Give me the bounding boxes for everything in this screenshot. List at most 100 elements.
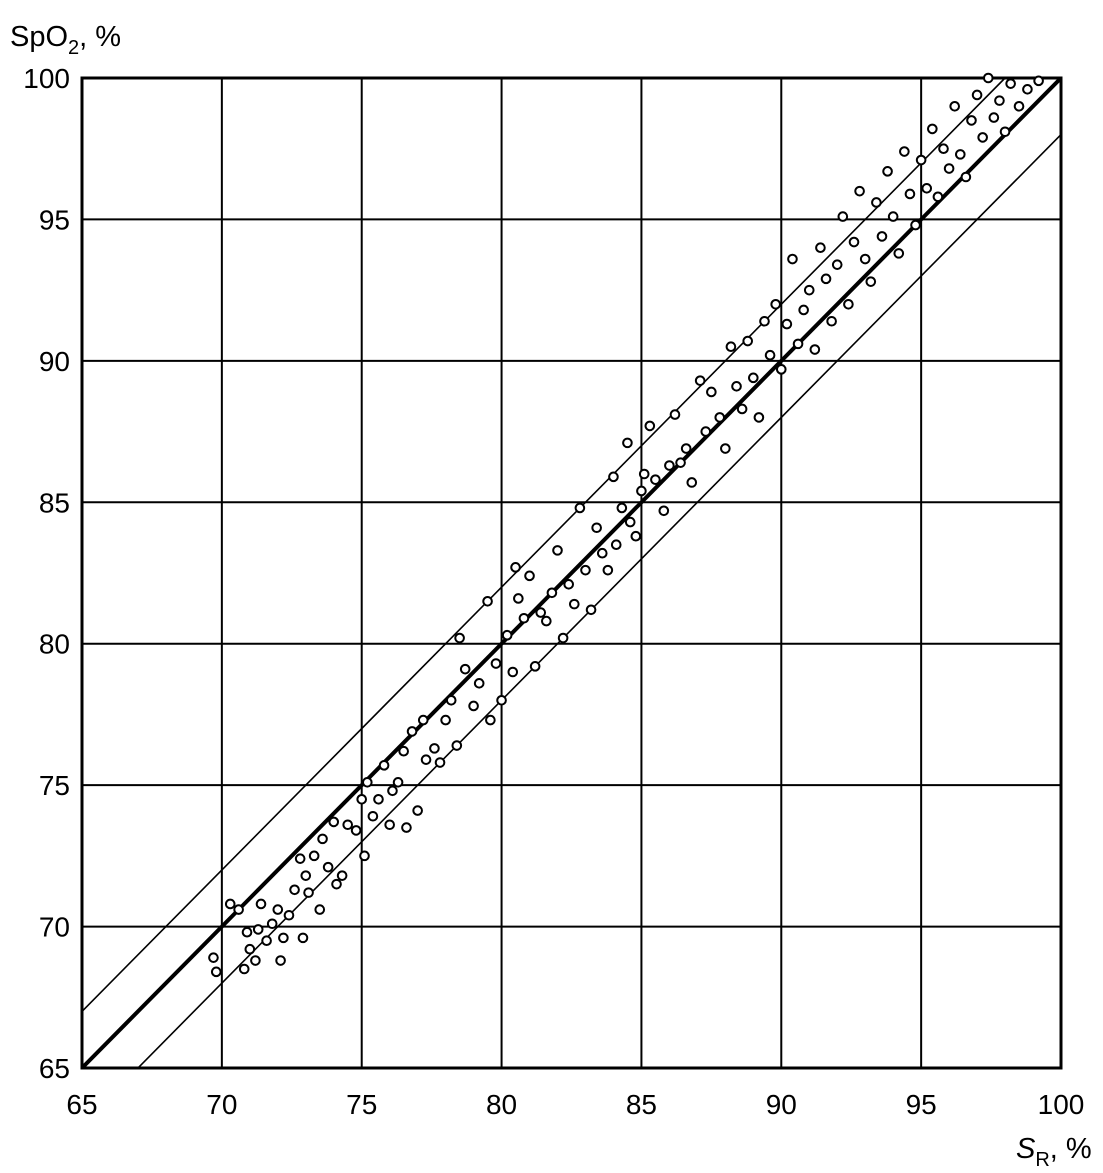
x-tick-labels: 65 70 75 80 85 90 95 100 [66, 1089, 1084, 1120]
data-point-139 [949, 100, 961, 112]
x-tick-label-6: 95 [906, 1089, 937, 1120]
data-point-43 [417, 714, 429, 726]
data-point-24 [322, 861, 334, 873]
data-point-148 [999, 126, 1011, 138]
data-point-101 [736, 403, 748, 415]
data-point-107 [770, 298, 781, 310]
data-point-65 [535, 607, 547, 618]
data-point-17 [294, 853, 306, 864]
data-point-138 [943, 163, 955, 174]
y-tick-label-3: 80 [39, 629, 70, 660]
data-point-131 [904, 188, 916, 200]
data-point-34 [373, 793, 384, 805]
data-point-104 [753, 412, 765, 423]
data-point-67 [546, 587, 558, 599]
data-point-39 [398, 745, 409, 757]
data-point-59 [507, 666, 519, 678]
data-point-124 [865, 276, 877, 287]
data-point-11 [266, 918, 278, 930]
data-point-72 [574, 502, 586, 514]
data-point-93 [686, 477, 698, 488]
data-point-80 [616, 502, 628, 514]
data-point-128 [887, 211, 899, 222]
data-point-83 [630, 530, 642, 542]
data-point-133 [915, 154, 927, 166]
y-tick-label-6: 95 [39, 204, 70, 235]
y-tick-label-7: 100 [23, 63, 70, 94]
data-point-119 [837, 211, 849, 222]
data-point-103 [748, 372, 759, 384]
data-point-62 [518, 612, 530, 624]
data-point-106 [764, 349, 776, 361]
data-point-46 [434, 757, 446, 768]
data-point-118 [831, 259, 843, 270]
data-point-134 [921, 183, 933, 194]
data-point-100 [731, 381, 742, 392]
data-point-137 [938, 143, 949, 155]
data-point-63 [524, 570, 535, 582]
data-point-30 [356, 793, 368, 805]
data-point-70 [563, 579, 575, 590]
data-point-136 [932, 191, 944, 203]
x-tick-label-3: 80 [486, 1089, 517, 1120]
data-point-96 [706, 386, 717, 398]
grid [80, 76, 1063, 1070]
data-point-71 [568, 598, 580, 610]
data-point-77 [602, 564, 614, 576]
data-point-121 [848, 236, 860, 248]
data-point-58 [501, 629, 513, 641]
data-point-35 [378, 760, 390, 771]
data-point-150 [1013, 100, 1025, 112]
data-point-47 [440, 714, 451, 726]
data-points [208, 72, 1044, 978]
data-point-146 [988, 112, 1000, 123]
data-point-3 [233, 904, 244, 915]
data-point-79 [610, 539, 622, 551]
data-point-113 [803, 284, 815, 296]
plot-frame [80, 76, 1063, 1070]
data-point-27 [336, 870, 348, 881]
data-point-19 [300, 870, 312, 881]
data-point-54 [482, 595, 493, 607]
data-point-36 [384, 819, 395, 831]
data-point-61 [513, 593, 524, 604]
x-tick-label-4: 85 [626, 1089, 657, 1120]
y-tick-label-1: 70 [39, 912, 70, 943]
data-point-9 [255, 898, 267, 910]
data-point-141 [960, 171, 972, 183]
data-point-57 [496, 694, 507, 706]
y-tick-label-4: 85 [39, 487, 70, 518]
data-point-117 [826, 315, 837, 327]
data-point-14 [278, 932, 289, 944]
x-tick-label-1: 70 [206, 1089, 237, 1120]
data-point-64 [529, 661, 541, 672]
y-axis-label: SpO2, % [10, 21, 121, 59]
data-point-5 [241, 926, 253, 938]
data-point-108 [775, 364, 787, 375]
data-point-147 [994, 95, 1005, 106]
data-point-142 [966, 115, 977, 126]
data-point-38 [392, 777, 404, 788]
data-point-7 [250, 955, 261, 966]
data-point-37 [387, 785, 398, 797]
data-point-84 [636, 485, 647, 497]
data-point-151 [1022, 84, 1033, 95]
x-tick-label-0: 65 [66, 1089, 97, 1120]
data-point-29 [350, 825, 362, 836]
data-point-16 [289, 884, 300, 896]
data-point-49 [451, 740, 463, 751]
data-point-88 [658, 505, 670, 517]
data-point-126 [876, 231, 888, 242]
data-point-26 [331, 878, 342, 890]
data-point-66 [541, 615, 552, 627]
data-point-143 [971, 89, 983, 101]
y-tick-label-5: 90 [39, 346, 70, 377]
data-point-10 [261, 935, 272, 947]
data-point-129 [893, 248, 905, 259]
data-point-13 [275, 955, 286, 966]
data-point-99 [725, 341, 737, 353]
data-point-116 [820, 273, 832, 285]
data-point-91 [675, 457, 686, 468]
data-point-75 [591, 522, 602, 534]
